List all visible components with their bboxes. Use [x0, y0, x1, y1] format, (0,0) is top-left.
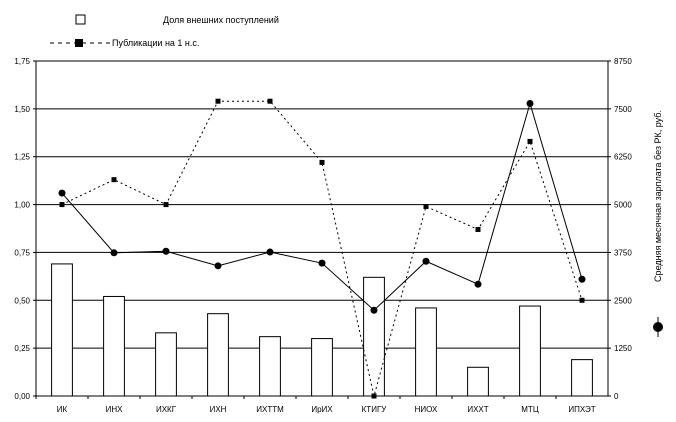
salary-point [318, 259, 326, 267]
category-label: ИХН [210, 405, 227, 414]
bar [311, 338, 333, 397]
left-tick-label: 0,50 [14, 296, 30, 305]
left-tick-label: 0,00 [14, 392, 30, 401]
right-tick-label: 8750 [614, 57, 632, 66]
bar [103, 295, 125, 397]
salary-point [266, 248, 274, 256]
salary-point [578, 275, 586, 283]
bar [207, 313, 229, 397]
legend-swatch-bars [75, 14, 86, 25]
category-label: МТЦ [521, 405, 539, 414]
salary-point [370, 306, 378, 314]
salary-point [58, 189, 66, 197]
line-series [58, 98, 586, 399]
salary-line [61, 101, 583, 311]
plot-frame [35, 60, 609, 397]
right-tick-label: 0 [614, 392, 619, 401]
category-label: ИК [57, 405, 68, 414]
category-label: ИХХТ [467, 405, 488, 414]
category-label: ИПХЭТ [568, 405, 595, 414]
left-tick-label: 1,25 [14, 153, 30, 162]
category-label: КТИГУ [362, 405, 388, 414]
bar [415, 307, 437, 397]
publications-point [319, 159, 325, 165]
publications-point [163, 202, 169, 208]
category-label: ИНХ [106, 405, 124, 414]
bar [571, 359, 593, 397]
publications-point [579, 297, 585, 303]
category-label: НИОХ [415, 405, 438, 414]
publications-line [61, 100, 583, 397]
legend-label-publications: Публикации на 1 н.с. [112, 38, 199, 48]
right-axis-title: Средняя месячная зарплата без РК, руб. [653, 110, 663, 282]
publications-point [215, 98, 221, 104]
bar [467, 366, 489, 397]
left-tick-label: 1,00 [14, 201, 30, 210]
bar-series [51, 263, 593, 397]
salary-point [474, 280, 482, 288]
salary-point [526, 99, 534, 107]
bar [155, 332, 177, 397]
bar [363, 276, 385, 397]
salary-point [110, 249, 118, 257]
right-tick-label: 6250 [614, 153, 632, 162]
right-tick-label: 7500 [614, 105, 632, 114]
salary-point [422, 257, 430, 265]
left-tick-label: 1,75 [14, 57, 30, 66]
publications-point [475, 226, 481, 232]
right-tick-label: 2500 [614, 296, 632, 305]
right-tick-label: 3750 [614, 248, 632, 257]
publications-point [59, 202, 65, 208]
right-tick-label: 5000 [614, 201, 632, 210]
publications-point [423, 203, 429, 209]
legend: Доля внешних поступлений Публикации на 1… [50, 14, 279, 48]
left-tick-label: 0,25 [14, 344, 30, 353]
legend-swatch-publications-marker [75, 39, 83, 47]
bar [259, 336, 281, 397]
publications-point [527, 138, 533, 144]
publications-point [267, 98, 273, 104]
publications-point [111, 177, 117, 183]
bar [51, 263, 73, 397]
left-tick-label: 1,50 [14, 105, 30, 114]
right-axis-legend: Средняя месячная зарплата без РК, руб. [653, 110, 663, 337]
left-tick-label: 0,75 [14, 248, 30, 257]
right-legend-marker [653, 322, 663, 332]
salary-point [162, 247, 170, 255]
legend-label-bars: Доля внешних поступлений [163, 15, 279, 25]
bar [519, 305, 541, 397]
category-label: ИрИХ [311, 405, 333, 414]
category-label: ИХТТМ [256, 405, 284, 414]
right-tick-label: 1250 [614, 344, 632, 353]
category-label: ИХКГ [156, 405, 177, 414]
axes: 0,00 0,25 0,50 0,75 1,00 1,25 1,50 1,75 0 1250 250… [14, 57, 632, 414]
salary-point [214, 262, 222, 270]
